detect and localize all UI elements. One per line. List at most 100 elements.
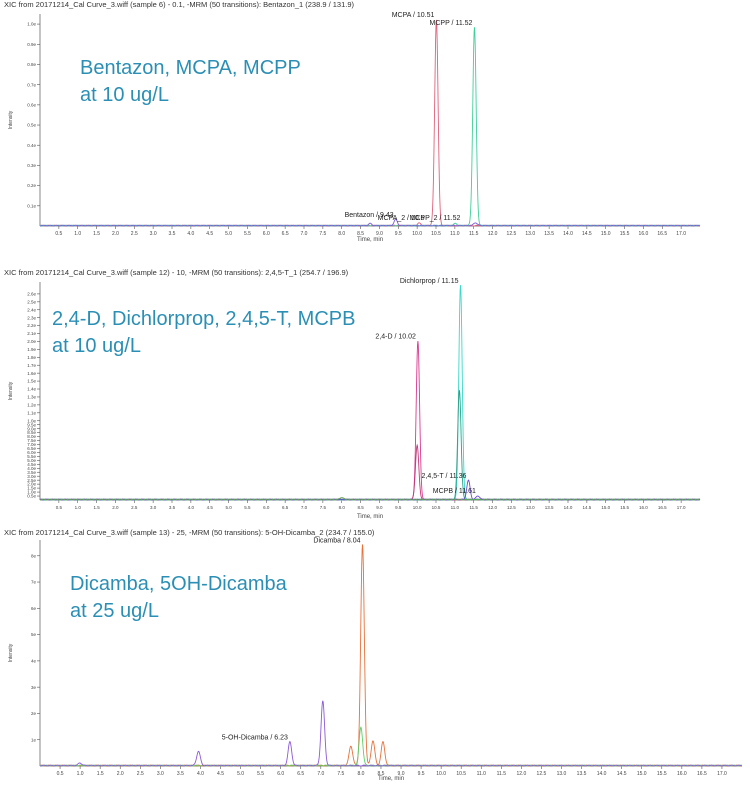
x-tick-label: 14.5 — [617, 771, 627, 777]
peak-label: 5-OH-Dicamba / 6.23 — [222, 734, 288, 741]
x-tick-label: 16.0 — [639, 505, 648, 510]
x-tick-label: 5.0 — [237, 771, 244, 777]
y-tick-label: 3.5e — [27, 470, 36, 475]
y-tick-label: 7.5e — [27, 438, 36, 443]
x-tick-label: 5.5 — [257, 771, 264, 777]
x-tick-label: 16.5 — [658, 505, 667, 510]
x-tick-label: 3.5 — [169, 505, 176, 510]
x-tick-label: 7.0 — [301, 505, 308, 510]
peak-label: MCPA / 10.51 — [392, 12, 435, 19]
y-tick-label: 3e — [31, 685, 37, 690]
x-tick-label: 11.5 — [469, 505, 478, 510]
x-tick-label: 4.0 — [187, 231, 194, 237]
x-tick-label: 5.5 — [244, 231, 251, 237]
x-tick-label: 16.0 — [639, 231, 649, 237]
y-tick-label: 0.7e — [27, 82, 36, 87]
x-tick-label: 5.5 — [244, 505, 251, 510]
series-trace — [39, 340, 701, 501]
series-trace — [39, 443, 701, 501]
y-tick-label: 1.3e — [27, 395, 36, 400]
y-tick-label: 2.2e — [27, 323, 36, 328]
y-tick-label: 1.2e — [27, 402, 36, 407]
x-tick-label: 10.0 — [412, 231, 422, 237]
y-tick-label: 3.0e — [27, 474, 36, 479]
overlay-line-1: Dicamba, 5OH-Dicamba — [70, 573, 287, 595]
x-tick-label: 17.0 — [676, 231, 686, 237]
x-tick-label: 6.5 — [282, 231, 289, 237]
y-tick-label: 0.8e — [27, 62, 36, 67]
series-trace — [39, 479, 701, 501]
x-tick-label: 2.0 — [112, 231, 119, 237]
x-tick-label: 10.5 — [432, 505, 441, 510]
y-tick-label: 5.5e — [27, 454, 36, 459]
x-tick-label: 4.0 — [197, 771, 204, 777]
peak-label: MCPB / 11.61 — [433, 488, 476, 495]
y-tick-label: 1.4e — [27, 387, 36, 392]
peak-label: MCPP_2 / 11.52 — [410, 215, 461, 222]
y-tick-label: 0.5e — [27, 123, 36, 128]
y-axis-label: Intensity — [8, 643, 14, 662]
x-tick-label: 16.0 — [677, 771, 687, 777]
y-axis-label: Intensity — [8, 110, 14, 129]
x-tick-label: 12.5 — [507, 231, 517, 237]
x-tick-label: 13.5 — [577, 771, 587, 777]
x-tick-label: 1.5 — [93, 505, 100, 510]
y-tick-label: 2.5e — [27, 299, 36, 304]
x-tick-label: 15.5 — [620, 231, 630, 237]
x-tick-label: 3.0 — [150, 231, 157, 237]
x-tick-label: 14.5 — [582, 231, 592, 237]
y-tick-label: 1.5e — [27, 486, 36, 491]
y-tick-label: 5e — [31, 632, 37, 637]
y-tick-label: 1.1e — [27, 410, 36, 415]
x-tick-label: 9.5 — [395, 505, 402, 510]
x-tick-label: 14.5 — [582, 505, 591, 510]
y-tick-label: 1.0e — [27, 418, 36, 423]
chromatogram-panel-3: XIC from 20171214_Cal Curve_3.wiff (samp… — [0, 528, 750, 787]
y-tick-label: 0.6e — [27, 102, 36, 107]
x-tick-label: 8.0 — [339, 505, 346, 510]
y-tick-label: 1.0e — [27, 22, 36, 27]
y-tick-label: 2.0e — [27, 482, 36, 487]
x-tick-label: 14.0 — [563, 231, 573, 237]
x-axis-label: Time, min — [357, 237, 383, 243]
x-tick-label: 8.0 — [357, 771, 364, 777]
x-tick-label: 2.5 — [137, 771, 144, 777]
y-tick-label: 2.4e — [27, 307, 36, 312]
x-tick-label: 10.0 — [436, 771, 446, 777]
x-tick-label: 15.0 — [601, 505, 610, 510]
x-tick-label: 2.0 — [117, 771, 124, 777]
x-tick-label: 6.5 — [297, 771, 304, 777]
x-tick-label: 1.0 — [74, 231, 81, 237]
y-tick-label: 8e — [31, 553, 37, 558]
y-tick-label: 1.0e — [27, 490, 36, 495]
peak-label: 2,4-D / 10.02 — [375, 333, 416, 340]
x-axis-label: Time, min — [357, 514, 383, 520]
series-trace — [39, 726, 743, 767]
x-tick-label: 3.5 — [169, 231, 176, 237]
x-tick-label: 5.0 — [225, 231, 232, 237]
x-tick-label: 2.5 — [131, 231, 138, 237]
chromatogram-plot: 0.5 1.0 1.5 2.0 2.5 3.0 3.5 4.0 4.5 5.0 5.5 6.0 6.5 7… — [8, 537, 743, 782]
peak-label: Dicamba / 8.04 — [313, 537, 360, 544]
y-tick-label: 1.9e — [27, 347, 36, 352]
x-tick-label: 1.0 — [77, 771, 84, 777]
series-trace — [39, 19, 701, 227]
x-tick-label: 10.0 — [413, 505, 422, 510]
x-tick-label: 17.0 — [677, 505, 686, 510]
chromatogram-panel-2: XIC from 20171214_Cal Curve_3.wiff (samp… — [0, 268, 750, 526]
x-tick-label: 4.5 — [206, 231, 213, 237]
x-tick-label: 7.5 — [320, 505, 327, 510]
y-tick-label: 8.5e — [27, 430, 36, 435]
x-tick-label: 13.0 — [526, 505, 535, 510]
x-tick-label: 6.5 — [282, 505, 289, 510]
x-tick-label: 6.0 — [263, 231, 270, 237]
panel-header: XIC from 20171214_Cal Curve_3.wiff (samp… — [4, 528, 375, 537]
x-tick-label: 1.5 — [97, 771, 104, 777]
y-axis-label: Intensity — [8, 381, 14, 400]
y-tick-label: 0.3e — [27, 163, 36, 168]
x-tick-label: 8.5 — [377, 771, 384, 777]
x-tick-label: 4.5 — [217, 771, 224, 777]
y-tick-label: 6.0e — [27, 450, 36, 455]
x-tick-label: 14.0 — [597, 771, 607, 777]
y-tick-label: 0.5e — [27, 494, 36, 499]
